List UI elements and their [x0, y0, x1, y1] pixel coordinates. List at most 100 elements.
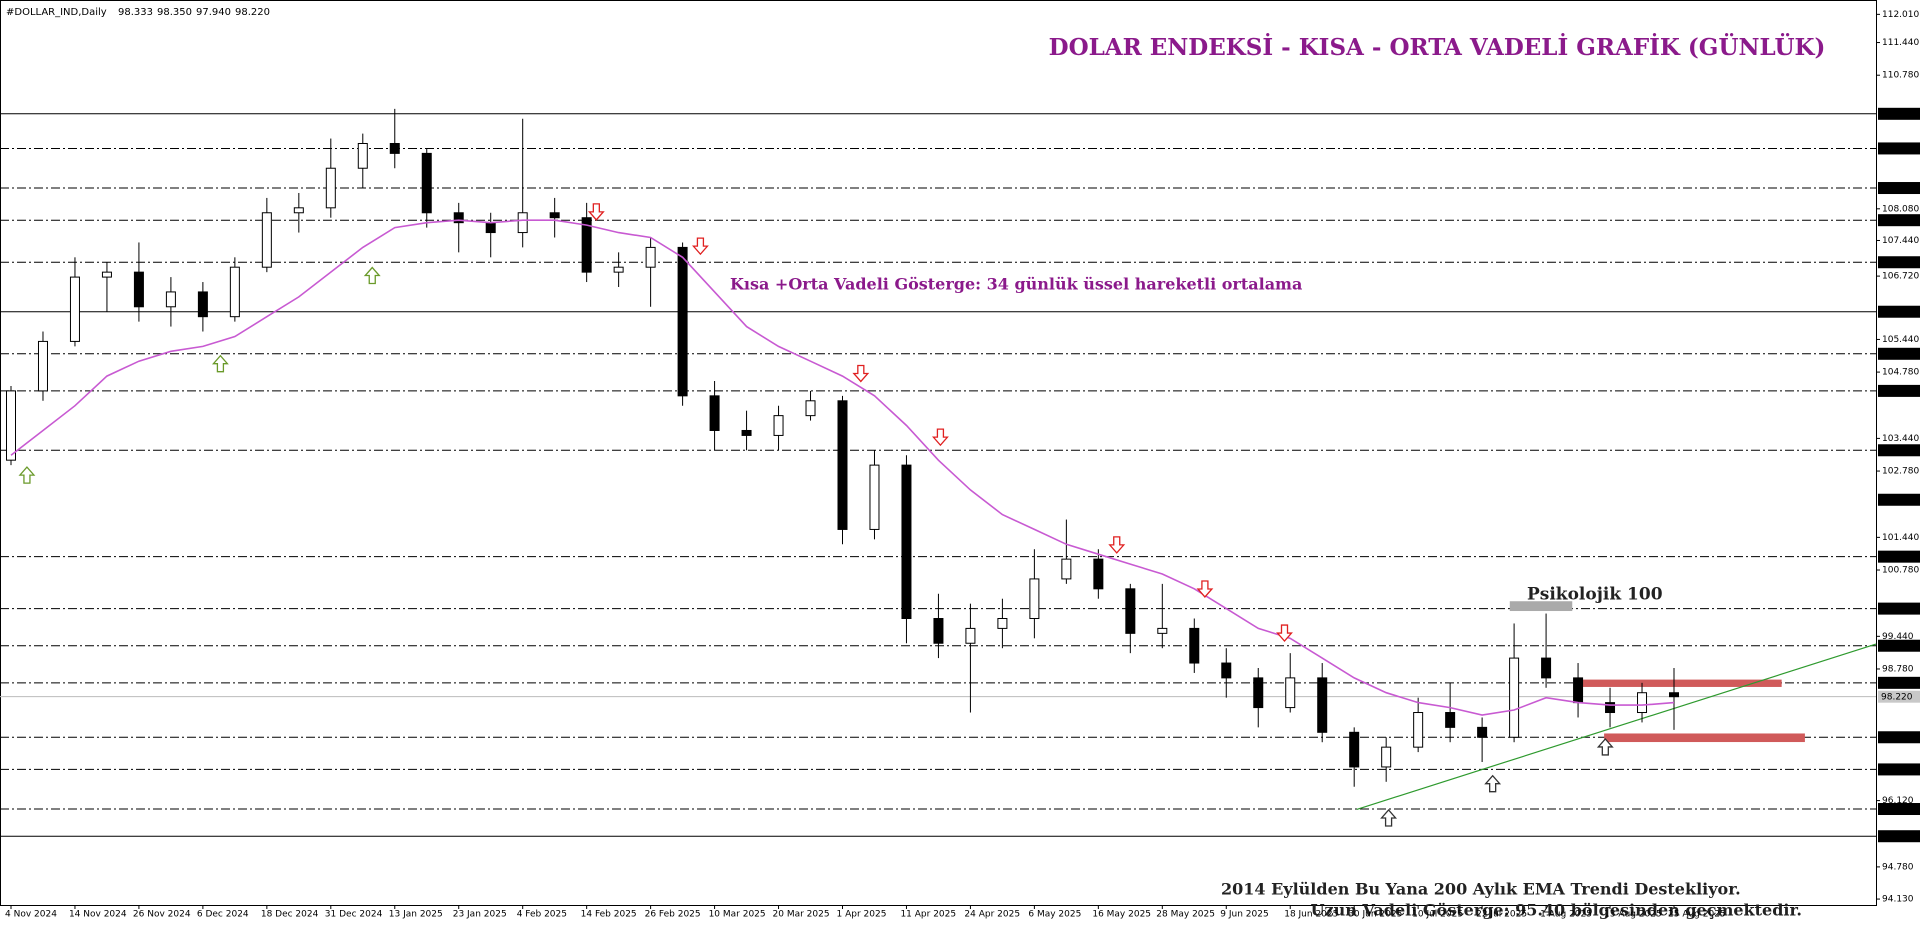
- candle-body: [901, 464, 912, 620]
- level-label-box: [1878, 182, 1920, 195]
- down-arrow: [1196, 580, 1214, 598]
- candle-body: [133, 271, 144, 308]
- level-label-box: [1878, 803, 1920, 816]
- candle-body: [1573, 677, 1584, 704]
- level-label-box: [1878, 493, 1920, 506]
- level-label: 108.500: [1881, 184, 1918, 194]
- candle-body: [1637, 692, 1648, 714]
- candle-body: [1413, 712, 1424, 748]
- candle-body: [645, 246, 656, 268]
- x-tick-label: 24 Apr 2025: [964, 910, 1020, 920]
- candle-body: [229, 266, 240, 318]
- level-label-box: [1878, 305, 1920, 318]
- level-label-box: [1878, 214, 1920, 227]
- level-label-box: [1878, 639, 1920, 652]
- x-tick-label: 25 Aug 2025: [1668, 910, 1726, 920]
- candle-body: [69, 276, 80, 342]
- ohlc-high: 98.350: [157, 7, 192, 18]
- level-label-box: [1878, 550, 1920, 563]
- ohlc-low: 97.940: [196, 7, 231, 18]
- candle-body: [357, 142, 368, 169]
- candle-body: [453, 212, 464, 224]
- x-tick-label: 13 Jan 2025: [389, 910, 443, 920]
- level-label: 98.220: [1881, 693, 1913, 703]
- y-tick-label: 110.780: [1882, 71, 1919, 81]
- candle-body: [1093, 558, 1104, 590]
- level-label: 103.200: [1881, 446, 1918, 456]
- candle-body: [1061, 558, 1072, 580]
- candle-body: [773, 415, 784, 436]
- candle-body: [549, 212, 560, 219]
- ohlc-close: 98.220: [235, 7, 270, 18]
- candle-body: [933, 618, 944, 644]
- candle-body: [1349, 731, 1360, 768]
- x-tick-label: 16 May 2025: [1092, 910, 1151, 920]
- x-tick-label: 4 Nov 2024: [5, 910, 57, 920]
- y-tick-label: 104.780: [1882, 368, 1919, 378]
- candle-body: [1509, 657, 1520, 738]
- x-tick-label: 26 Nov 2024: [133, 910, 191, 920]
- candle-body: [709, 395, 720, 431]
- trendline: [1356, 643, 1877, 810]
- up-arrow: [1484, 774, 1502, 793]
- level-label: 96.750: [1881, 765, 1913, 775]
- candle-body: [261, 212, 272, 268]
- candle-body: [1381, 746, 1392, 768]
- y-tick-label: 94.780: [1882, 862, 1914, 872]
- ema-line: [10, 219, 1675, 716]
- level-label-box: [1878, 731, 1920, 744]
- x-tick-label: 28 May 2025: [1156, 910, 1215, 920]
- plot-frame: [0, 0, 1877, 906]
- y-tick-label: 99.440: [1882, 632, 1914, 642]
- candle-body: [517, 212, 528, 234]
- x-tick-label: 14 Feb 2025: [581, 910, 637, 920]
- candle-body: [581, 217, 592, 273]
- candle-body: [1317, 677, 1328, 733]
- down-arrow: [852, 364, 870, 383]
- resistance-zone: [1580, 679, 1782, 687]
- level-label: 95.400: [1881, 832, 1913, 842]
- x-tick-label: 10 Jul 2025: [1412, 910, 1463, 920]
- candle-body: [613, 266, 624, 273]
- candle-body: [1253, 677, 1264, 709]
- level-label: 102.200: [1881, 496, 1918, 506]
- level-label-box: [1878, 256, 1920, 269]
- level-label-box: [1878, 107, 1920, 120]
- candle-body: [389, 142, 400, 154]
- level-label-box: [1878, 347, 1920, 360]
- level-label: 110.000: [1881, 110, 1918, 120]
- y-tick-label: 94.130: [1882, 895, 1914, 905]
- candle-body: [1541, 657, 1552, 679]
- candle-body: [1221, 662, 1232, 679]
- down-arrow: [1276, 624, 1293, 643]
- symbol: #DOLLAR_IND,Daily: [6, 7, 107, 18]
- y-tick-label: 96.120: [1882, 796, 1914, 806]
- candle-body: [805, 400, 816, 417]
- level-label: 95.950: [1881, 805, 1913, 815]
- level-label: 98.500: [1881, 679, 1913, 689]
- up-arrow: [211, 354, 229, 373]
- candle-body: [741, 429, 752, 436]
- support-zone: [1604, 733, 1805, 743]
- level-label-box: [1878, 690, 1920, 703]
- candle-body: [421, 152, 432, 214]
- x-tick-label: 13 Aug 2025: [1604, 910, 1662, 920]
- y-tick-label: 105.440: [1882, 335, 1919, 345]
- candle-body: [1189, 627, 1200, 664]
- candle-body: [1477, 726, 1488, 738]
- candle-body: [1125, 588, 1136, 634]
- level-label-box: [1878, 676, 1920, 689]
- y-tick-label: 106.720: [1882, 272, 1919, 282]
- y-tick-label: 111.440: [1882, 38, 1919, 48]
- candle-body: [293, 207, 304, 214]
- x-tick-label: 31 Dec 2024: [325, 910, 383, 920]
- level-label: 104.400: [1881, 387, 1918, 397]
- candle-body: [869, 464, 880, 530]
- ohlc-open: 98.333: [118, 7, 153, 18]
- up-arrow: [1380, 808, 1398, 827]
- candle-body: [101, 271, 112, 278]
- x-tick-label: 14 Nov 2024: [69, 910, 127, 920]
- x-tick-label: 10 Mar 2025: [709, 910, 766, 920]
- level-label: 100.000: [1881, 605, 1918, 615]
- x-tick-label: 1 Aug 2025: [1540, 910, 1592, 920]
